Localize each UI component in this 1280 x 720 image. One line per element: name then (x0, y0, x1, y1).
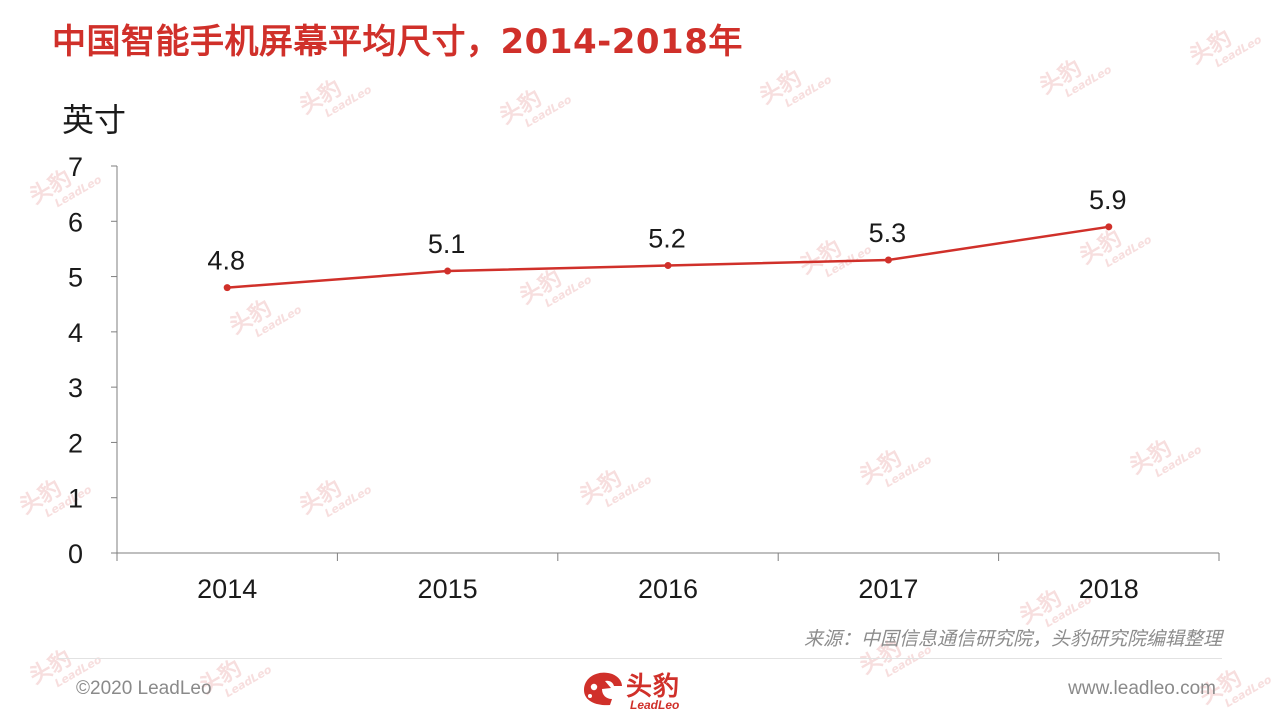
y-tick-label: 0 (68, 539, 83, 569)
copyright-text: ©2020 LeadLeo (76, 678, 212, 699)
website-link[interactable]: www.leadleo.com (1068, 678, 1216, 699)
source-note: 来源：中国信息通信研究院，头豹研究院编辑整理 (803, 628, 1222, 650)
data-label: 5.1 (428, 229, 466, 259)
x-tick-label: 2014 (197, 574, 257, 604)
leadleo-logo[interactable]: 头豹 LeadLeo (580, 664, 710, 716)
y-tick-label: 1 (68, 484, 83, 514)
x-tick-label: 2016 (638, 574, 698, 604)
data-label: 5.3 (869, 218, 907, 248)
chart-title: 中国智能手机屏幕平均尺寸，2014-2018年 (52, 22, 743, 62)
data-label: 4.8 (207, 246, 245, 276)
y-tick-label: 4 (68, 318, 83, 348)
y-tick-label: 3 (68, 373, 83, 403)
y-tick-label: 5 (68, 263, 83, 293)
x-tick-label: 2018 (1079, 574, 1139, 604)
footer-divider (58, 658, 1222, 659)
data-point (223, 284, 231, 292)
y-tick-label: 6 (68, 207, 83, 237)
data-point (444, 267, 452, 275)
data-point (664, 262, 672, 270)
data-label: 5.9 (1089, 185, 1127, 215)
leopard-head-icon (584, 672, 622, 706)
y-tick-label: 7 (68, 152, 83, 182)
logo-english-text: LeadLeo (630, 698, 680, 712)
logo-chinese-text: 头豹 (626, 672, 681, 702)
x-tick-label: 2017 (858, 574, 918, 604)
y-tick-label: 2 (68, 428, 83, 458)
data-label: 5.2 (648, 224, 686, 254)
data-point (1105, 223, 1113, 231)
y-axis-unit-label: 英寸 (62, 101, 127, 139)
data-point (884, 256, 892, 264)
x-tick-label: 2015 (418, 574, 478, 604)
